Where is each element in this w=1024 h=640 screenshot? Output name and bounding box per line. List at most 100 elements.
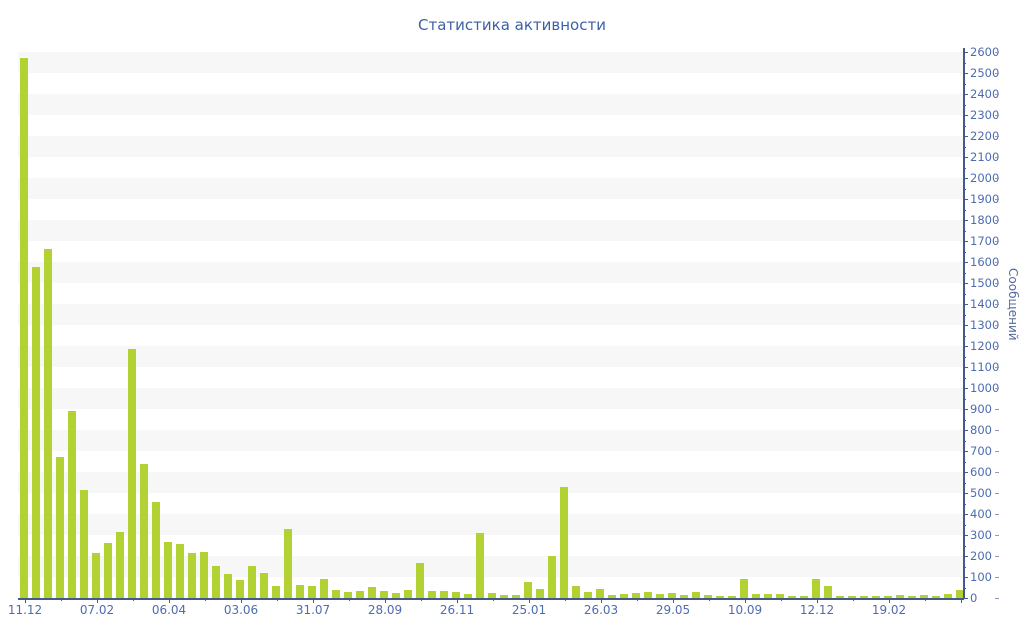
bar bbox=[307, 586, 316, 598]
bar bbox=[67, 411, 76, 598]
x-tick-label: 10.09 bbox=[727, 603, 763, 617]
y-axis-secondary-tick bbox=[995, 52, 999, 53]
bar bbox=[91, 553, 100, 598]
x-tick-label: 07.02 bbox=[79, 603, 115, 617]
y-minor-tick bbox=[963, 545, 966, 547]
bar bbox=[391, 593, 400, 598]
y-tick-label: 900 bbox=[970, 402, 992, 416]
y-axis-secondary-tick bbox=[995, 367, 999, 368]
y-major-tick bbox=[963, 409, 968, 410]
y-major-tick bbox=[963, 262, 968, 263]
y-tick-label: 2600 bbox=[970, 45, 1000, 59]
bar bbox=[679, 595, 688, 598]
y-minor-tick bbox=[963, 335, 966, 337]
x-major-tick bbox=[169, 599, 170, 603]
y-major-tick bbox=[963, 115, 968, 116]
x-minor-tick bbox=[781, 599, 782, 601]
y-minor-tick bbox=[963, 377, 966, 379]
bar bbox=[487, 593, 496, 598]
bar bbox=[739, 579, 748, 598]
x-tick-label: 06.04 bbox=[151, 603, 187, 617]
y-tick-label: 1400 bbox=[970, 297, 1000, 311]
x-major-tick bbox=[25, 599, 26, 603]
bar bbox=[595, 589, 604, 598]
y-axis-secondary-tick bbox=[995, 598, 999, 599]
bar bbox=[931, 596, 940, 598]
y-tick-label: 1700 bbox=[970, 234, 1000, 248]
y-tick-label: 2100 bbox=[970, 150, 1000, 164]
y-tick-label: 2300 bbox=[970, 108, 1000, 122]
bar bbox=[787, 596, 796, 598]
x-major-tick bbox=[817, 599, 818, 603]
bar bbox=[259, 573, 268, 598]
y-axis-secondary-tick bbox=[995, 136, 999, 137]
x-minor-tick bbox=[565, 599, 566, 601]
y-minor-tick bbox=[963, 524, 966, 526]
y-major-tick bbox=[963, 304, 968, 305]
bar bbox=[763, 594, 772, 598]
bar bbox=[859, 596, 868, 598]
bar bbox=[523, 582, 532, 598]
x-minor-tick bbox=[277, 599, 278, 601]
x-tick-label: 29.05 bbox=[655, 603, 691, 617]
bar bbox=[211, 566, 220, 598]
bar bbox=[547, 556, 556, 598]
y-axis-secondary-tick bbox=[995, 94, 999, 95]
bar bbox=[643, 592, 652, 598]
bar bbox=[619, 594, 628, 598]
bar bbox=[55, 457, 64, 598]
x-major-tick bbox=[601, 599, 602, 603]
y-axis-secondary-tick bbox=[995, 388, 999, 389]
x-major-tick bbox=[745, 599, 746, 603]
x-minor-tick bbox=[925, 599, 926, 601]
x-major-tick bbox=[313, 599, 314, 603]
chart-title: Статистика активности bbox=[418, 16, 606, 34]
x-minor-tick bbox=[493, 599, 494, 601]
y-tick-label: 600 bbox=[970, 465, 992, 479]
y-minor-tick bbox=[963, 440, 966, 442]
y-tick-label: 500 bbox=[970, 486, 992, 500]
y-tick-label: 1600 bbox=[970, 255, 1000, 269]
y-major-tick bbox=[963, 598, 968, 599]
bar bbox=[583, 592, 592, 598]
bar bbox=[835, 596, 844, 598]
bar bbox=[691, 592, 700, 598]
y-major-tick bbox=[963, 94, 968, 95]
y-axis-secondary-tick bbox=[995, 325, 999, 326]
bar bbox=[883, 596, 892, 598]
y-minor-tick bbox=[963, 83, 966, 85]
y-minor-tick bbox=[963, 419, 966, 421]
bar bbox=[655, 594, 664, 598]
x-minor-tick bbox=[205, 599, 206, 601]
x-major-tick bbox=[241, 599, 242, 603]
y-minor-tick bbox=[963, 503, 966, 505]
bar bbox=[127, 349, 136, 598]
bar bbox=[31, 267, 40, 598]
y-major-tick bbox=[963, 73, 968, 74]
bar bbox=[223, 574, 232, 598]
x-tick-label: 26.03 bbox=[583, 603, 619, 617]
y-axis-secondary-tick bbox=[995, 451, 999, 452]
y-major-tick bbox=[963, 577, 968, 578]
bar bbox=[295, 585, 304, 598]
y-major-tick bbox=[963, 346, 968, 347]
y-minor-tick bbox=[963, 167, 966, 169]
y-minor-tick bbox=[963, 125, 966, 127]
y-axis-secondary-tick bbox=[995, 556, 999, 557]
y-minor-tick bbox=[963, 314, 966, 316]
x-minor-tick bbox=[709, 599, 710, 601]
bar bbox=[715, 596, 724, 598]
bar bbox=[331, 590, 340, 598]
y-major-tick bbox=[963, 199, 968, 200]
plot-area bbox=[18, 52, 964, 598]
y-minor-tick bbox=[963, 62, 966, 64]
y-major-tick bbox=[963, 220, 968, 221]
y-tick-label: 2200 bbox=[970, 129, 1000, 143]
y-axis-secondary-tick bbox=[995, 514, 999, 515]
y-major-tick bbox=[963, 451, 968, 452]
y-minor-tick bbox=[963, 272, 966, 274]
x-minor-tick bbox=[421, 599, 422, 601]
bar bbox=[955, 590, 964, 598]
x-minor-tick bbox=[349, 599, 350, 601]
